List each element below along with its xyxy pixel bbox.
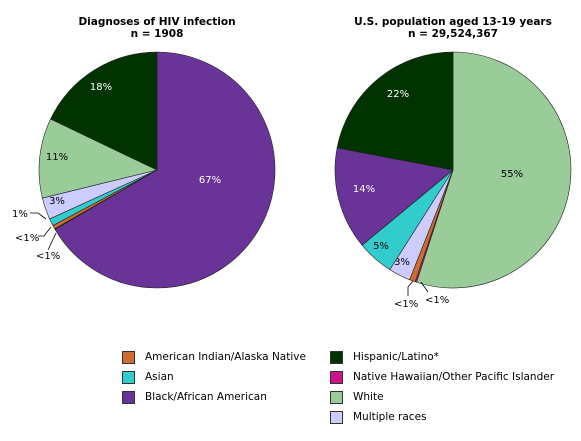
leader-line: [38, 226, 52, 237]
pie-slice: [334, 147, 454, 246]
legend-swatch: [122, 351, 135, 364]
legend-swatch: [330, 391, 343, 404]
legend-swatch: [330, 351, 343, 364]
pie-slice: [50, 51, 158, 171]
legend-swatch: [330, 371, 343, 384]
slice-label: 67%: [199, 175, 221, 186]
legend-label: American Indian/Alaska Native: [145, 351, 306, 363]
chart-subtitle: n = 29,524,367: [408, 28, 498, 40]
outside-slice-label: <1%: [36, 251, 60, 262]
legend-swatch: [122, 391, 135, 404]
leader-line: [30, 212, 47, 220]
chart-title: U.S. population aged 13-19 years: [354, 16, 552, 28]
outside-slice-label: 1%: [12, 209, 28, 220]
outside-slice-label: <1%: [15, 233, 39, 244]
pie-slice: [416, 51, 572, 289]
pie-slice: [336, 51, 454, 171]
leader-line: [407, 280, 414, 296]
legend-label: Hispanic/Latino*: [353, 351, 439, 363]
legend-label: Multiple races: [353, 411, 427, 423]
chart-subtitle: n = 1908: [131, 28, 184, 40]
slice-label: 14%: [353, 184, 375, 195]
legend-label: Asian: [145, 371, 174, 383]
slice-label: 18%: [90, 82, 112, 93]
pie-slice: [38, 118, 158, 199]
outside-slice-label: <1%: [394, 299, 418, 310]
slice-label: 3%: [394, 257, 410, 268]
pie-slice: [54, 51, 276, 289]
legend-swatch: [122, 371, 135, 384]
chart-title: Diagnoses of HIV infection: [78, 16, 235, 28]
slice-label: 11%: [46, 152, 68, 163]
legend-label: Black/African American: [145, 391, 267, 403]
legend-label: White: [353, 391, 384, 403]
slice-label: 55%: [501, 169, 523, 180]
legend-swatch: [330, 411, 343, 424]
legend-label: Native Hawaiian/Other Pacific Islander: [353, 371, 555, 383]
leader-line: [420, 281, 429, 293]
slice-label: 3%: [49, 196, 65, 207]
leader-line: [47, 232, 57, 251]
slice-label: 5%: [373, 241, 389, 252]
slice-label: 22%: [387, 89, 409, 100]
outside-slice-label: <1%: [425, 295, 449, 306]
